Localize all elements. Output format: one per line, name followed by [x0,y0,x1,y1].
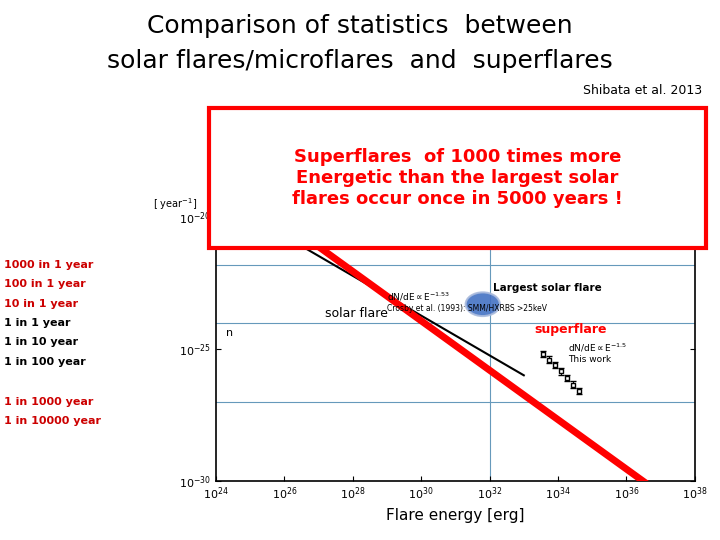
Text: Largest solar flare: Largest solar flare [493,283,602,293]
Text: Shibata et al. 2013: Shibata et al. 2013 [583,84,702,97]
Text: n: n [226,328,233,338]
Text: 1 in 10 year: 1 in 10 year [4,338,78,347]
X-axis label: Flare energy [erg]: Flare energy [erg] [386,508,525,523]
Text: 1 in 10000 year: 1 in 10000 year [4,416,101,427]
Text: dN/dE$\propto$E$^{-1.53}$: dN/dE$\propto$E$^{-1.53}$ [387,291,451,303]
Text: Superflares  of 1000 times more
Energetic than the largest solar
flares occur on: Superflares of 1000 times more Energetic… [292,148,623,208]
Text: superflare: superflare [534,323,606,336]
Text: dN/dE$\propto$E$^{-1.5}$
This work: dN/dE$\propto$E$^{-1.5}$ This work [568,341,628,364]
Text: 1 in 1 year: 1 in 1 year [4,318,70,328]
Text: 1000 in 1 year: 1000 in 1 year [4,260,93,270]
Ellipse shape [466,292,500,316]
Text: solar flare: solar flare [325,307,388,320]
Text: 1 in 1000 year: 1 in 1000 year [4,396,93,407]
Text: 100 in 1 year: 100 in 1 year [4,280,86,289]
Text: [ year$^{-1}$]: [ year$^{-1}$] [153,196,197,212]
Text: Comparison of statistics  between: Comparison of statistics between [147,14,573,37]
Text: 10 in 1 year: 10 in 1 year [4,299,78,309]
Text: Crosby et al. (1993): SMM/HXRBS >25keV: Crosby et al. (1993): SMM/HXRBS >25keV [387,304,547,313]
Text: solar flares/microflares  and  superflares: solar flares/microflares and superflares [107,49,613,72]
Text: 1 in 100 year: 1 in 100 year [4,357,86,367]
